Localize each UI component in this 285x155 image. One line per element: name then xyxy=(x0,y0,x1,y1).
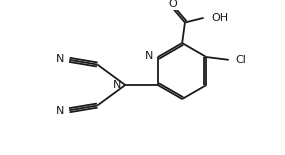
Text: N: N xyxy=(145,51,153,61)
Text: N: N xyxy=(56,106,65,116)
Text: Cl: Cl xyxy=(235,55,246,65)
Text: N: N xyxy=(113,80,121,90)
Text: N: N xyxy=(56,54,65,64)
Text: OH: OH xyxy=(211,13,228,23)
Text: O: O xyxy=(168,0,177,9)
